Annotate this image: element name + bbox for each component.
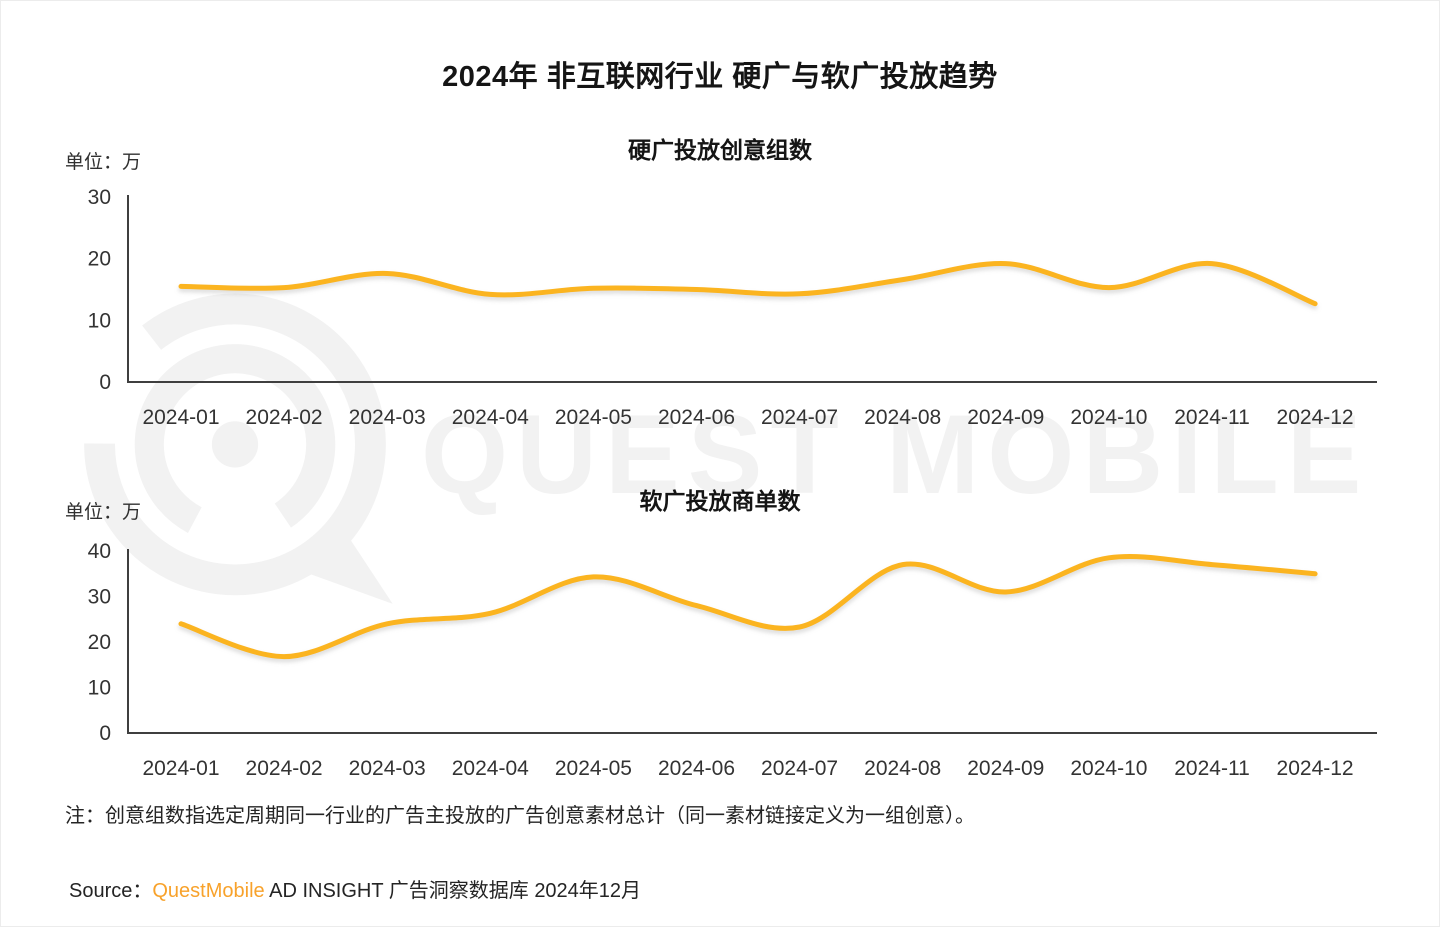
x-tick-label: 2024-02	[246, 757, 323, 780]
x-tick-label: 2024-01	[142, 757, 219, 780]
x-tick-label: 2024-03	[349, 757, 426, 780]
page-title: 2024年 非互联网行业 硬广与软广投放趋势	[442, 61, 998, 93]
source-suffix: AD INSIGHT 广告洞察数据库 2024年12月	[264, 880, 642, 902]
x-tick-label: 2024-06	[658, 406, 735, 429]
chart2-unit-label: 单位：万	[65, 502, 142, 523]
x-tick-label: 2024-09	[967, 757, 1044, 780]
x-tick-label: 2024-09	[967, 406, 1044, 429]
chart-axes	[127, 549, 1377, 734]
chart1-unit-label: 单位：万	[65, 152, 142, 173]
x-tick-label: 2024-11	[1174, 406, 1250, 429]
chart1-title: 硬广投放创意组数	[628, 137, 812, 163]
chart2-title: 软广投放商单数	[639, 488, 801, 514]
y-tick-label: 20	[88, 631, 111, 654]
source-brand: QuestMobile	[152, 880, 265, 902]
x-tick-label: 2024-12	[1277, 757, 1354, 780]
x-tick-label: 2024-05	[555, 757, 632, 780]
x-tick-label: 2024-10	[1070, 406, 1147, 429]
x-tick-label: 2024-10	[1070, 757, 1147, 780]
x-tick-label: 2024-11	[1174, 757, 1250, 780]
x-tick-label: 2024-04	[452, 406, 529, 429]
source-line: Source：QuestMobile AD INSIGHT 广告洞察数据库 20…	[69, 874, 641, 903]
y-tick-label: 10	[88, 677, 111, 700]
x-tick-label: 2024-08	[864, 757, 941, 780]
x-tick-label: 2024-08	[864, 406, 941, 429]
footnote: 注：创意组数指选定周期同一行业的广告主投放的广告创意素材总计（同一素材链接定义为…	[65, 805, 975, 827]
y-tick-label: 0	[99, 722, 111, 745]
x-tick-label: 2024-07	[761, 757, 838, 780]
x-tick-label: 2024-12	[1277, 406, 1354, 429]
source-prefix: Source：	[69, 880, 153, 902]
x-tick-label: 2024-06	[658, 757, 735, 780]
x-tick-label: 2024-07	[761, 406, 838, 429]
y-tick-label: 20	[88, 248, 111, 271]
series-line	[178, 554, 1318, 660]
x-tick-label: 2024-04	[452, 757, 529, 780]
y-tick-label: 30	[88, 186, 111, 209]
series-line	[178, 261, 1318, 307]
x-tick-label: 2024-05	[555, 406, 632, 429]
